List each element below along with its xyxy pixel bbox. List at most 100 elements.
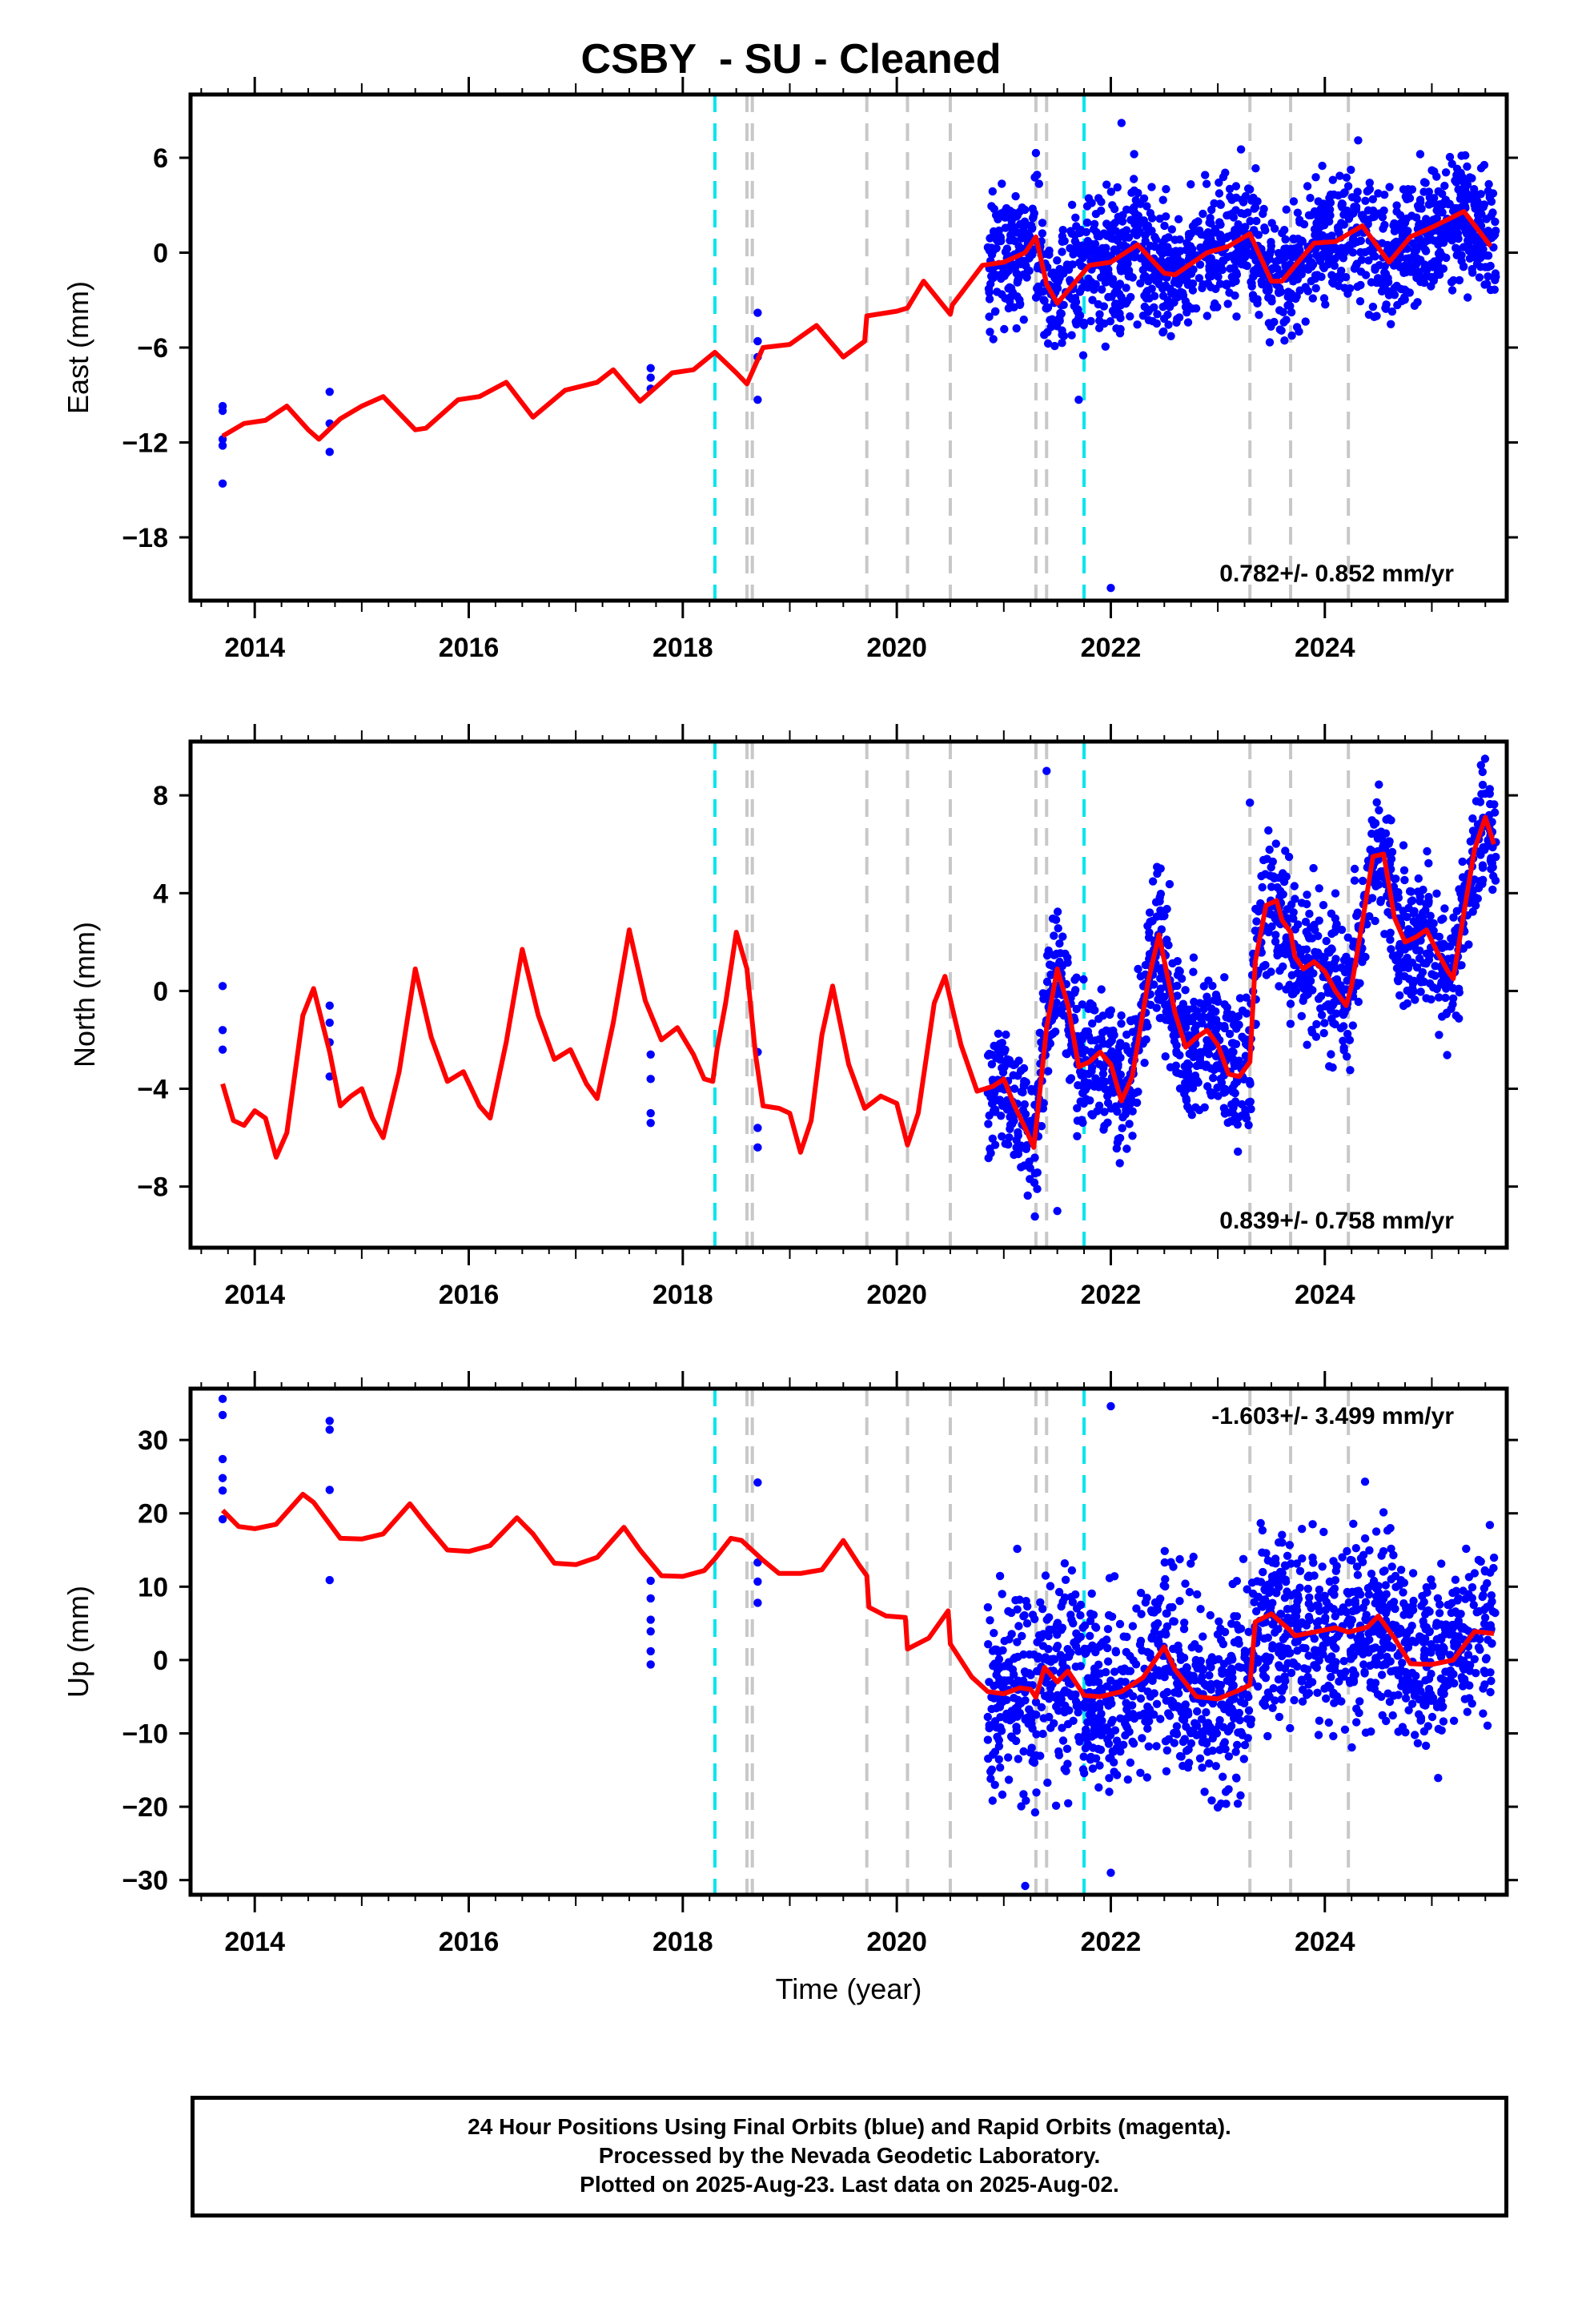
data-point xyxy=(1103,1118,1112,1128)
data-point xyxy=(1098,1069,1108,1079)
data-point xyxy=(1403,999,1412,1008)
data-point xyxy=(1314,1617,1323,1626)
data-point xyxy=(1284,852,1294,862)
data-point xyxy=(1227,1011,1237,1019)
data-point xyxy=(998,179,1006,188)
data-point xyxy=(1078,1765,1088,1774)
data-point xyxy=(1181,1579,1190,1588)
data-point xyxy=(1315,1585,1324,1594)
data-point xyxy=(1039,1714,1048,1723)
data-point xyxy=(1183,318,1193,327)
data-point xyxy=(1309,863,1318,873)
data-point xyxy=(1268,1703,1277,1712)
data-point xyxy=(1399,866,1409,875)
data-point xyxy=(993,1096,1002,1104)
data-point xyxy=(1385,183,1394,191)
data-point xyxy=(1006,1676,1014,1685)
data-point xyxy=(1233,1120,1243,1129)
data-point xyxy=(1002,1030,1010,1039)
data-point xyxy=(1289,197,1299,206)
data-point xyxy=(1361,271,1371,279)
data-point xyxy=(1126,1758,1135,1767)
data-point xyxy=(1199,1727,1209,1736)
data-point xyxy=(1055,274,1064,283)
data-point xyxy=(1373,1690,1383,1699)
data-point xyxy=(1277,1651,1287,1661)
data-point xyxy=(1189,953,1199,962)
data-point xyxy=(1282,985,1291,994)
data-point xyxy=(1066,227,1075,235)
data-point xyxy=(1375,1589,1383,1598)
data-point xyxy=(1298,1525,1307,1534)
data-point xyxy=(1390,291,1399,300)
data-point xyxy=(1280,1664,1290,1673)
data-point xyxy=(1447,286,1457,295)
data-point xyxy=(1375,780,1383,789)
data-point xyxy=(1012,212,1022,221)
data-point xyxy=(1339,1657,1348,1666)
data-point xyxy=(1457,251,1466,259)
data-point xyxy=(1205,257,1214,266)
data-point xyxy=(1285,1541,1295,1550)
data-point xyxy=(1486,1621,1496,1630)
x-tick-label: 2014 xyxy=(224,1280,285,1310)
data-point xyxy=(1295,246,1304,255)
data-point xyxy=(1315,884,1323,893)
data-point xyxy=(1314,995,1323,1003)
data-point xyxy=(1048,914,1058,923)
data-point xyxy=(1038,989,1048,998)
data-point xyxy=(1425,193,1435,202)
data-point xyxy=(1350,876,1359,885)
data-point xyxy=(753,395,762,404)
data-point xyxy=(1243,1585,1251,1594)
data-point xyxy=(1026,1116,1035,1125)
data-point xyxy=(1012,324,1021,333)
data-point xyxy=(1163,310,1172,320)
data-point xyxy=(1007,1707,1016,1715)
data-point xyxy=(1192,1731,1201,1739)
data-point xyxy=(1231,1747,1240,1756)
data-point xyxy=(1106,230,1114,239)
data-point xyxy=(1060,1686,1070,1695)
data-point xyxy=(984,1153,993,1163)
data-point xyxy=(1445,152,1455,162)
data-point xyxy=(1468,1699,1476,1708)
data-point xyxy=(1042,951,1052,960)
data-point xyxy=(1176,1651,1186,1660)
data-point xyxy=(1382,815,1391,824)
data-point xyxy=(1488,885,1497,895)
data-point xyxy=(1220,1022,1229,1031)
data-point xyxy=(1173,257,1182,266)
data-point xyxy=(1023,1713,1033,1722)
data-point xyxy=(1349,1519,1358,1529)
data-point xyxy=(1279,1634,1288,1643)
x-tick-label: 2024 xyxy=(1295,1280,1355,1310)
data-point xyxy=(1308,260,1318,269)
data-point xyxy=(1128,1107,1137,1116)
data-point xyxy=(1070,237,1080,246)
data-point xyxy=(1417,237,1427,247)
data-point xyxy=(1020,1667,1030,1676)
data-point xyxy=(1321,300,1330,309)
data-point xyxy=(1375,260,1384,270)
data-point xyxy=(1162,1609,1171,1618)
data-point xyxy=(1463,162,1472,171)
data-point xyxy=(1031,148,1041,158)
data-point xyxy=(1415,267,1423,276)
data-point xyxy=(985,295,994,304)
data-point xyxy=(1124,266,1134,275)
data-point xyxy=(1298,1697,1307,1706)
data-point xyxy=(1391,875,1400,883)
data-point xyxy=(1025,267,1034,275)
data-point xyxy=(1106,1731,1115,1739)
data-point xyxy=(1207,271,1216,281)
data-point xyxy=(986,328,994,336)
data-point xyxy=(1435,1600,1444,1609)
data-point xyxy=(1058,226,1067,235)
data-point xyxy=(1232,1577,1242,1586)
data-point xyxy=(1239,1034,1248,1043)
data-point xyxy=(1484,227,1493,235)
data-point xyxy=(1342,952,1351,962)
